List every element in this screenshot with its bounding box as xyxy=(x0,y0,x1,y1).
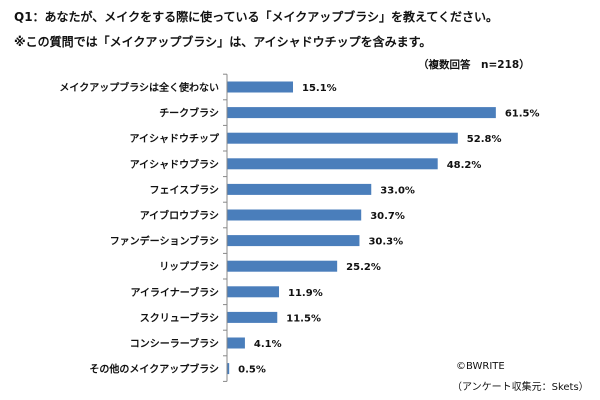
bar xyxy=(227,363,230,375)
bar xyxy=(227,337,245,349)
data-label: 4.1% xyxy=(254,339,282,350)
bar xyxy=(227,235,360,247)
data-label: 15.1% xyxy=(302,83,337,94)
bar xyxy=(227,107,496,119)
source-note: （アンケート収集元：Skets） xyxy=(452,382,589,393)
bar xyxy=(227,158,438,170)
bar xyxy=(227,311,278,323)
category-label: ファンデーションブラシ xyxy=(110,235,219,248)
data-label: 61.5% xyxy=(505,109,540,120)
data-label: 25.2% xyxy=(346,262,381,273)
data-label: 30.3% xyxy=(368,237,403,248)
bar xyxy=(227,209,362,221)
bar xyxy=(227,81,294,93)
category-label: その他のメイクアップブラシ xyxy=(89,363,219,376)
category-label: アイブロウブラシ xyxy=(140,209,219,222)
sample-size-note: （複数回答 n=218） xyxy=(418,59,530,71)
category-label: アイシャドウチップ xyxy=(130,132,220,145)
bar xyxy=(227,260,338,272)
copyright-text: ©BWRITE xyxy=(456,361,505,372)
data-label: 11.5% xyxy=(286,313,321,324)
category-label: リップブラシ xyxy=(159,260,219,273)
bar xyxy=(227,183,372,195)
category-label: アイシャドウブラシ xyxy=(130,158,219,171)
data-label: 30.7% xyxy=(370,211,405,222)
data-label: 52.8% xyxy=(467,134,502,145)
category-label: チークブラシ xyxy=(159,107,219,120)
bar xyxy=(227,132,458,144)
data-label: 48.2% xyxy=(447,160,482,171)
category-label: アイライナーブラシ xyxy=(131,286,220,299)
category-label: メイクアップブラシは全く使わない xyxy=(59,81,219,94)
category-label: スクリューブラシ xyxy=(140,311,219,324)
chart-title-note: ※この質問では「メイクアップブラシ」は、アイシャドウチップを含みます。 xyxy=(14,35,432,49)
bar xyxy=(227,286,280,298)
data-label: 33.0% xyxy=(380,185,415,196)
category-label: コンシーラーブラシ xyxy=(130,337,219,350)
category-label: フェイスブラシ xyxy=(150,183,220,196)
chart-title-question: Q1：あなたが、メイクをする際に使っている「メイクアップブラシ」を教えてください… xyxy=(14,10,499,24)
data-label: 11.9% xyxy=(288,288,323,299)
data-label: 0.5% xyxy=(238,365,266,376)
